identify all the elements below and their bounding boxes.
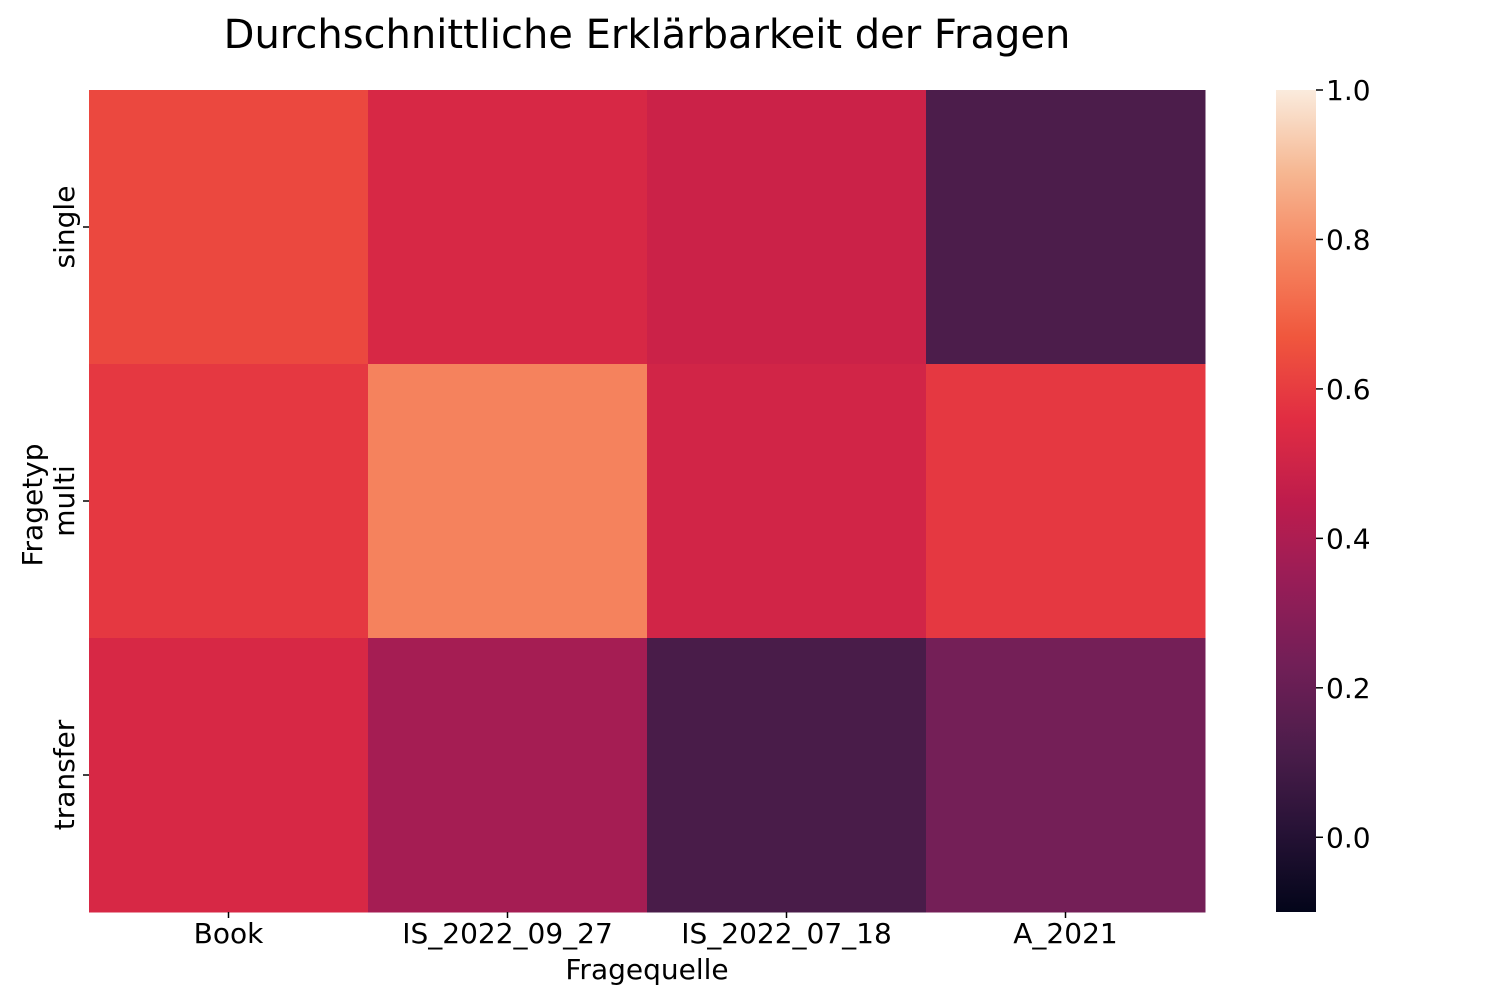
x-tick-label: A_2021 — [1013, 917, 1117, 950]
colorbar — [1276, 90, 1316, 912]
colorbar-tick-label: 0.8 — [1326, 223, 1371, 256]
y-axis-label: Fragetyp — [16, 443, 49, 566]
heatmap-cell — [368, 364, 648, 639]
heatmap-cells — [89, 90, 1206, 913]
heatmap-cell — [926, 364, 1206, 639]
colorbar-tick-label: 1.0 — [1326, 74, 1371, 107]
colorbar-tick-label: 0.4 — [1326, 522, 1371, 555]
heatmap-cell — [647, 638, 927, 913]
heatmap-cell — [89, 90, 369, 365]
heatmap-cell — [368, 638, 648, 913]
colorbar-tick-label: 0.6 — [1326, 373, 1371, 406]
heatmap-cell — [926, 638, 1206, 913]
heatmap-cell — [89, 364, 369, 639]
x-axis-ticks: Book IS_2022_09_27 IS_2022_07_18 A_2021 — [194, 912, 1118, 950]
y-tick-label: single — [48, 186, 81, 269]
y-axis-ticks: single multi transfer — [48, 186, 89, 830]
heatmap-cell — [926, 90, 1206, 365]
heatmap-cell — [89, 638, 369, 913]
x-axis-label: Fragequelle — [565, 953, 728, 986]
colorbar-tick-label: 0.2 — [1326, 672, 1371, 705]
heatmap-cell — [647, 364, 927, 639]
chart-title: Durchschnittliche Erklärbarkeit der Frag… — [224, 12, 1071, 58]
y-tick-label: transfer — [48, 719, 81, 830]
colorbar-tick-label: 0.0 — [1326, 821, 1371, 854]
heatmap-cell — [368, 90, 648, 365]
x-tick-label: IS_2022_09_27 — [402, 917, 613, 950]
y-tick-label: multi — [48, 465, 81, 537]
colorbar-ticks: 1.0 0.8 0.6 0.4 0.2 0.0 — [1316, 74, 1371, 854]
x-tick-label: IS_2022_07_18 — [681, 917, 892, 950]
x-tick-label: Book — [194, 917, 264, 950]
heatmap-cell — [647, 90, 927, 365]
